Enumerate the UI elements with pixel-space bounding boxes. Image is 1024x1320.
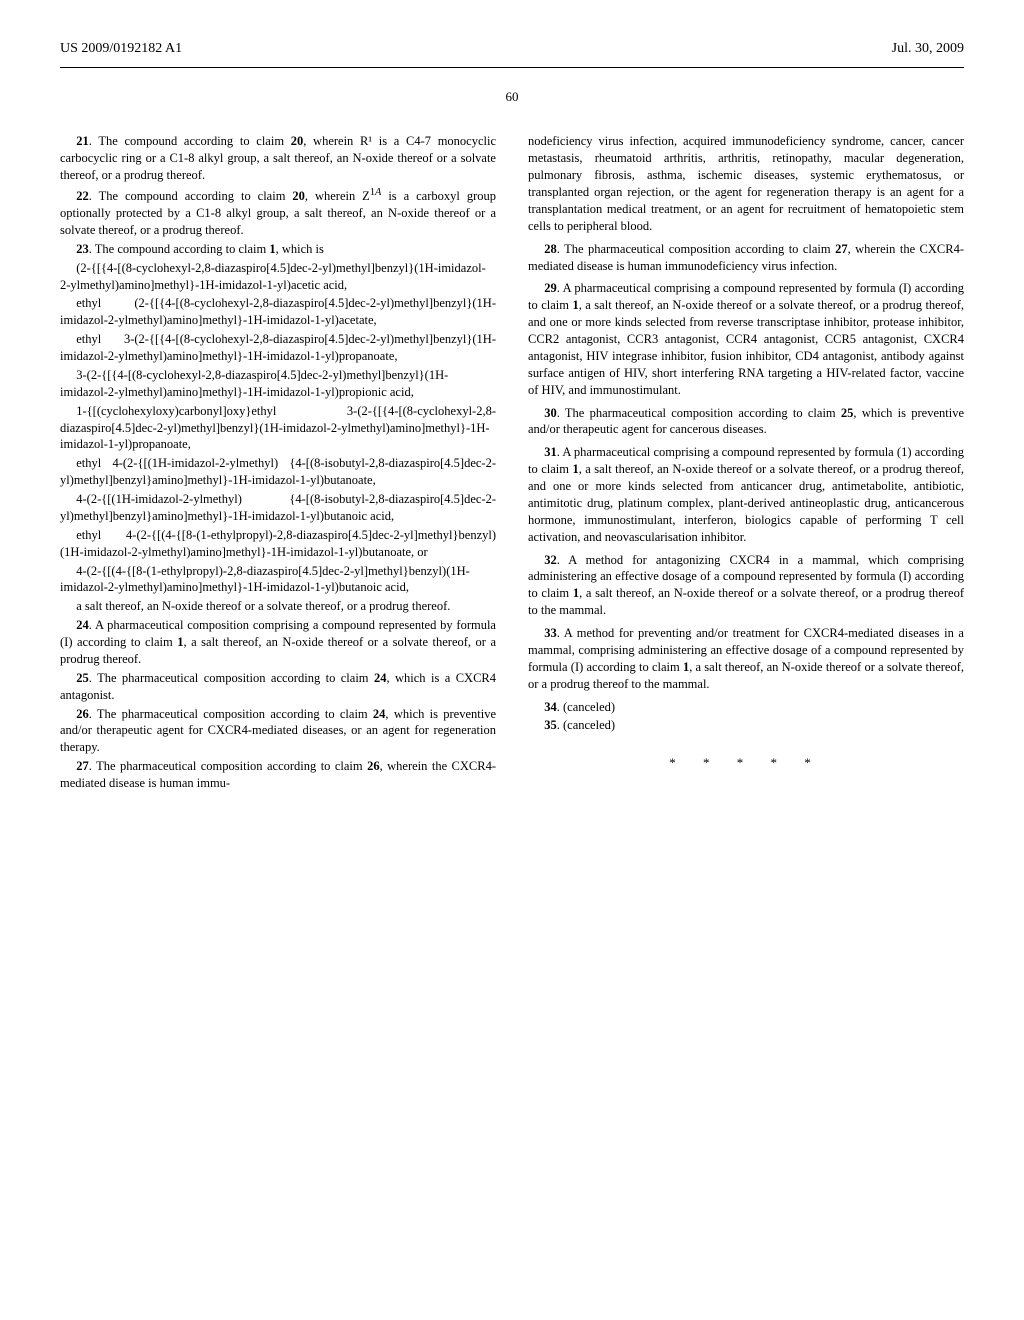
claim-24: 24. A pharmaceutical composition compris…: [60, 617, 496, 668]
claim-29: 29. A pharmaceutical comprising a compou…: [528, 280, 964, 398]
page-header: US 2009/0192182 A1 Jul. 30, 2009: [60, 40, 964, 59]
claim-34: 34. (canceled): [528, 699, 964, 716]
claim-23-item: 4-(2-{[(4-{[8-(1-ethylpropyl)-2,8-diazas…: [60, 563, 496, 597]
claim-25: 25. The pharmaceutical composition accor…: [60, 670, 496, 704]
header-divider: [60, 67, 964, 68]
left-column: 21. The compound according to claim 20, …: [60, 133, 496, 794]
right-column: nodeficiency virus infection, acquired i…: [528, 133, 964, 794]
claim-23-item: (2-{[{4-[(8-cyclohexyl-2,8-diazaspiro[4.…: [60, 260, 496, 294]
claim-22: 22. The compound according to claim 20, …: [60, 186, 496, 239]
claim-27-end: nodeficiency virus infection, acquired i…: [528, 133, 964, 234]
claim-23-item: 3-(2-{[{4-[(8-cyclohexyl-2,8-diazaspiro[…: [60, 367, 496, 401]
end-marker: * * * * *: [528, 754, 964, 772]
claim-23-item: ethyl (2-{[{4-[(8-cyclohexyl-2,8-diazasp…: [60, 295, 496, 329]
text-columns: 21. The compound according to claim 20, …: [60, 133, 964, 794]
claim-35: 35. (canceled): [528, 717, 964, 734]
claim-23-head: 23. The compound according to claim 1, w…: [60, 241, 496, 258]
claim-30: 30. The pharmaceutical composition accor…: [528, 405, 964, 439]
claim-21: 21. The compound according to claim 20, …: [60, 133, 496, 184]
claim-33: 33. A method for preventing and/or treat…: [528, 625, 964, 693]
claim-23-item: 1-{[(cyclohexyloxy)carbonyl]oxy}ethyl 3-…: [60, 403, 496, 454]
claim-26: 26. The pharmaceutical composition accor…: [60, 706, 496, 757]
claim-31: 31. A pharmaceutical comprising a compou…: [528, 444, 964, 545]
claim-23-item: ethyl 4-(2-{[(1H-imidazol-2-ylmethyl) {4…: [60, 455, 496, 489]
doc-date: Jul. 30, 2009: [892, 40, 964, 59]
claim-23-item: ethyl 3-(2-{[{4-[(8-cyclohexyl-2,8-diaza…: [60, 331, 496, 365]
claim-27-start: 27. The pharmaceutical composition accor…: [60, 758, 496, 792]
claim-23-tail: a salt thereof, an N-oxide thereof or a …: [76, 598, 496, 615]
claim-32: 32. A method for antagonizing CXCR4 in a…: [528, 552, 964, 620]
page-number: 60: [60, 88, 964, 106]
claim-23-item: 4-(2-{[(1H-imidazol-2-ylmethyl) {4-[(8-i…: [60, 491, 496, 525]
doc-number: US 2009/0192182 A1: [60, 40, 182, 59]
claim-23-item: ethyl 4-(2-{[(4-{[8-(1-ethylpropyl)-2,8-…: [60, 527, 496, 561]
claim-28: 28. The pharmaceutical composition accor…: [528, 241, 964, 275]
